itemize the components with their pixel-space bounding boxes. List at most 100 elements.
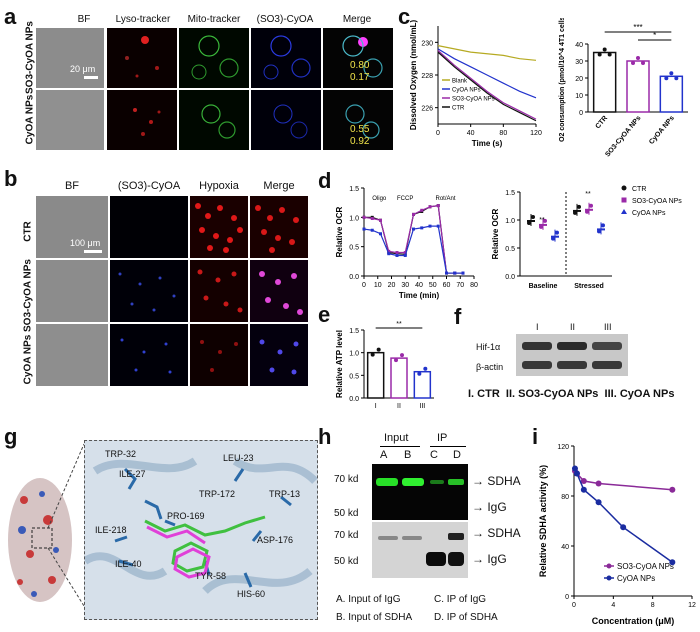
c1-series-line bbox=[437, 45, 537, 61]
panel-e-label: e bbox=[318, 302, 331, 327]
d1-xtick-label: 20 bbox=[388, 282, 396, 289]
legend-f-1: I. CTR bbox=[468, 388, 500, 400]
micrograph-lyso-1 bbox=[107, 28, 177, 88]
coef-r2-b: 0.92 bbox=[350, 136, 370, 147]
d1-xtick-label: 60 bbox=[443, 282, 451, 289]
c2-point bbox=[641, 61, 645, 65]
d2-ytick-label: 0.5 bbox=[505, 246, 515, 253]
d2-sig-1: ** bbox=[539, 217, 545, 224]
band-igg-bottom-text: IgG bbox=[487, 552, 507, 566]
marker-70-top: 70 kd bbox=[334, 474, 359, 485]
h-legend-a: A. Input of IgG bbox=[336, 594, 401, 605]
d2-category-label: Baseline bbox=[529, 283, 558, 290]
c1-legend-label: Blank bbox=[452, 79, 468, 85]
c2-point bbox=[597, 52, 602, 57]
micrograph-b-merge-1 bbox=[250, 196, 308, 258]
d1-point bbox=[370, 228, 374, 232]
col-header-b-merge: Merge bbox=[263, 180, 295, 192]
d2-ytick-label: 1.0 bbox=[505, 218, 515, 225]
d1-xtick-label: 40 bbox=[415, 282, 423, 289]
e-ytick-label: 1.5 bbox=[349, 328, 359, 335]
residue-leu23: LEU-23 bbox=[223, 453, 254, 463]
d1-point bbox=[379, 232, 382, 236]
d2-ytick-label: 0.0 bbox=[505, 274, 515, 281]
c2-sig-2: * bbox=[653, 31, 656, 40]
d1-point bbox=[436, 224, 440, 228]
i-series-line bbox=[574, 470, 673, 491]
c2-ytick-label: 0 bbox=[579, 110, 583, 117]
d2-point bbox=[527, 221, 531, 225]
d1-point bbox=[428, 205, 432, 209]
c1-ylabel: Dissolved Oxygen (nmol/mL) bbox=[409, 20, 418, 131]
oxygen-line-chart: Dissolved Oxygen (nmol/mL) Time (s) 226 228… bbox=[409, 20, 542, 148]
c2-point bbox=[669, 71, 674, 76]
micrograph-mito-1 bbox=[179, 28, 249, 88]
d1-annotation-oligo: Oligo bbox=[372, 196, 387, 202]
band-sdha-top: → SDHA bbox=[472, 474, 521, 488]
d1-ytick-label: 1.0 bbox=[349, 215, 359, 222]
c2-point bbox=[607, 52, 612, 57]
d1-point bbox=[453, 271, 457, 275]
d2-point bbox=[531, 215, 535, 219]
panel-h-label: h bbox=[318, 424, 332, 449]
i-ytick-label: 0 bbox=[565, 594, 569, 601]
d1-ytick-label: 0.5 bbox=[349, 245, 359, 252]
c2-point bbox=[631, 61, 635, 65]
d1-xlabel: Time (min) bbox=[399, 291, 440, 300]
d1-point bbox=[428, 224, 432, 228]
scale-bar-a bbox=[84, 76, 98, 79]
col-header-b-cyoa: (SO3)-CyOA bbox=[117, 180, 181, 192]
lane-c: C bbox=[430, 449, 438, 461]
c1-legend-label: CyOA NPs bbox=[452, 88, 481, 94]
d1-point bbox=[395, 253, 399, 257]
i-point bbox=[669, 486, 676, 493]
d1-series-line bbox=[363, 225, 463, 274]
docking-view: TRP-32 ILE-27 LEU-23 TRP-172 TRP-13 PRO-… bbox=[84, 440, 318, 620]
d1-ylabel: Relative OCR bbox=[335, 206, 344, 257]
c2-point bbox=[664, 76, 669, 81]
i-point bbox=[571, 465, 578, 472]
e-ytick-label: 0.0 bbox=[349, 396, 359, 403]
e-bar bbox=[390, 357, 408, 399]
panel-g-label: g bbox=[4, 424, 18, 449]
d2-point bbox=[573, 210, 577, 215]
marker-50-bottom: 50 kd bbox=[334, 556, 359, 567]
residue-ile40: ILE-40 bbox=[115, 559, 142, 569]
c1-xtick-label: 0 bbox=[436, 130, 440, 137]
d1-point bbox=[403, 253, 407, 257]
i-ytick-label: 80 bbox=[561, 494, 569, 501]
e-point bbox=[423, 366, 428, 371]
micrograph-bf-2 bbox=[36, 90, 104, 150]
i-ytick-label: 120 bbox=[557, 444, 569, 451]
d1-point bbox=[379, 218, 382, 222]
c1-xtick-label: 120 bbox=[530, 130, 542, 137]
micrograph-b-merge-2 bbox=[250, 260, 308, 322]
residue-trp32: TRP-32 bbox=[105, 449, 137, 459]
legend-f-3: III. CyOA NPs bbox=[604, 388, 675, 400]
e-category-label: II bbox=[397, 403, 401, 410]
micrograph-merge-1 bbox=[323, 28, 393, 88]
western-blot-f bbox=[516, 334, 628, 376]
row-label-b-cyoa: CyOA NPs bbox=[22, 334, 34, 385]
panel-f-label: f bbox=[454, 304, 462, 329]
d1-point bbox=[420, 208, 424, 212]
band-label-actin: β-actin bbox=[476, 362, 504, 372]
lane-label-f-2: II bbox=[570, 322, 576, 332]
micrograph-b-cyoa-1 bbox=[110, 196, 188, 258]
residue-trp13: TRP-13 bbox=[269, 489, 301, 499]
scale-label-a: 20 μm bbox=[70, 64, 96, 74]
d2-legend-swatch bbox=[621, 185, 627, 191]
residue-his60: HIS-60 bbox=[237, 589, 266, 599]
e-point bbox=[376, 347, 381, 352]
band-label-hif: Hif-1α bbox=[476, 342, 501, 352]
i-ylabel: Relative SDHA activity (%) bbox=[538, 465, 548, 577]
c1-legend-label: SO3-CyOA NPs bbox=[452, 97, 495, 103]
micrograph-merge-2 bbox=[323, 90, 393, 150]
i-point bbox=[669, 559, 676, 566]
d2-legend-label: SO3-CyOA NPs bbox=[632, 198, 682, 205]
e-category-label: I bbox=[375, 403, 377, 410]
lane-label-f-3: III bbox=[604, 322, 612, 332]
micrograph-b-hypoxia-1 bbox=[190, 196, 248, 258]
d1-point bbox=[395, 251, 399, 255]
micrograph-b-hypoxia-2 bbox=[190, 260, 248, 322]
